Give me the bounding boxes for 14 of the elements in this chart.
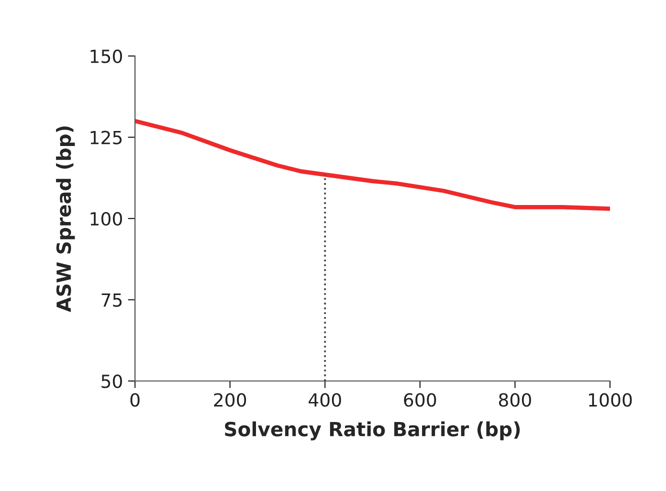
y-tick-label: 150 <box>90 49 122 64</box>
y-axis-title: ASW Spread (bp) <box>56 126 75 312</box>
y-tick-label: 125 <box>90 130 122 144</box>
x-tick-label: 600 <box>404 393 436 407</box>
y-tick-label: 100 <box>90 212 122 226</box>
x-tick-label: 0 <box>130 393 140 407</box>
line-series <box>135 118 610 211</box>
x-tick-label: 200 <box>214 393 246 407</box>
x-tick-label: 1000 <box>589 393 632 407</box>
y-tick-label: 75 <box>102 293 122 307</box>
y-tick-label: 50 <box>102 374 122 388</box>
x-tick-label: 400 <box>308 393 342 407</box>
x-tick-label: 800 <box>498 393 532 407</box>
x-axis-title: Solvency Ratio Barrier (bp) <box>224 421 520 440</box>
